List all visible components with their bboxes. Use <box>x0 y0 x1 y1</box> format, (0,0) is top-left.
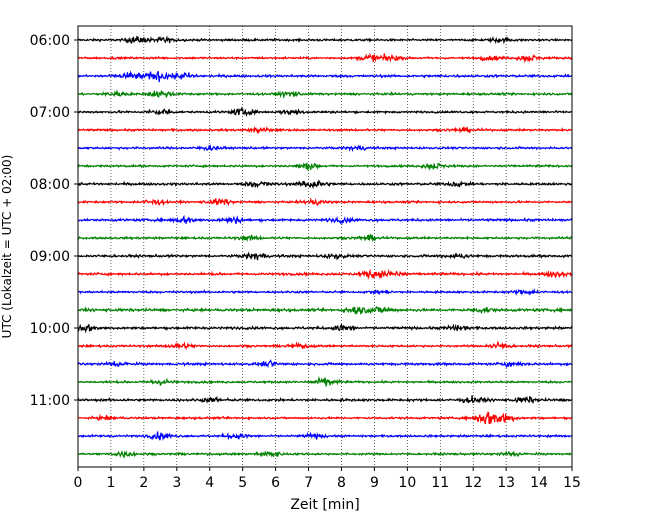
y-tick-label: 06:00 <box>30 33 70 49</box>
trace-line <box>77 179 573 190</box>
trace-line <box>77 268 573 280</box>
trace-line <box>77 197 573 207</box>
trace-line <box>77 214 573 225</box>
trace-line <box>77 125 573 134</box>
x-axis: 0 1 2 3 4 5 6 7 8 9 10 11 12 13 14 15 <box>74 467 581 491</box>
y-tick-label: 08:00 <box>30 177 70 193</box>
trace-line <box>77 306 573 316</box>
trace-group <box>77 35 573 459</box>
trace-line <box>77 375 573 387</box>
trace-line <box>77 323 573 334</box>
trace-line <box>77 340 573 350</box>
x-tick-label: 13 <box>497 475 515 491</box>
trace-line <box>77 251 573 261</box>
x-tick-label: 12 <box>464 475 482 491</box>
x-tick-label: 5 <box>238 475 247 491</box>
y-axis-label: UTC (Lokalzeit = UTC + 02:00) <box>0 155 14 339</box>
x-axis-label: Zeit [min] <box>290 497 359 513</box>
trace-line <box>77 395 573 405</box>
trace-line <box>77 449 573 459</box>
y-tick-label: 07:00 <box>30 105 70 121</box>
trace-line <box>77 233 573 243</box>
trace-line <box>77 411 573 425</box>
x-tick-label: 2 <box>139 475 148 491</box>
trace-line <box>77 89 573 100</box>
y-axis: 06:00 07:00 08:00 09:00 10:00 11:00 <box>30 33 78 409</box>
y-tick-label: 10:00 <box>30 321 70 337</box>
x-tick-label: 8 <box>337 475 346 491</box>
y-tick-label: 09:00 <box>30 249 70 265</box>
trace-line <box>77 52 573 64</box>
x-tick-label: 14 <box>530 475 548 491</box>
trace-line <box>77 35 573 45</box>
trace-line <box>77 162 573 172</box>
x-tick-label: 11 <box>431 475 449 491</box>
plot-frame <box>77 25 573 468</box>
x-tick-label: 10 <box>398 475 416 491</box>
trace-line <box>77 70 573 83</box>
x-tick-label: 7 <box>304 475 313 491</box>
x-tick-label: 0 <box>74 475 83 491</box>
trace-line <box>77 359 573 369</box>
trace-line <box>77 106 573 117</box>
trace-line <box>77 431 573 442</box>
trace-line <box>77 144 573 153</box>
y-tick-label: 11:00 <box>30 393 70 409</box>
x-tick-label: 9 <box>370 475 379 491</box>
x-tick-label: 4 <box>205 475 214 491</box>
x-tick-label: 1 <box>106 475 115 491</box>
trace-line <box>77 287 573 296</box>
x-tick-label: 6 <box>271 475 280 491</box>
x-tick-label: 15 <box>563 475 581 491</box>
x-tick-label: 3 <box>172 475 181 491</box>
